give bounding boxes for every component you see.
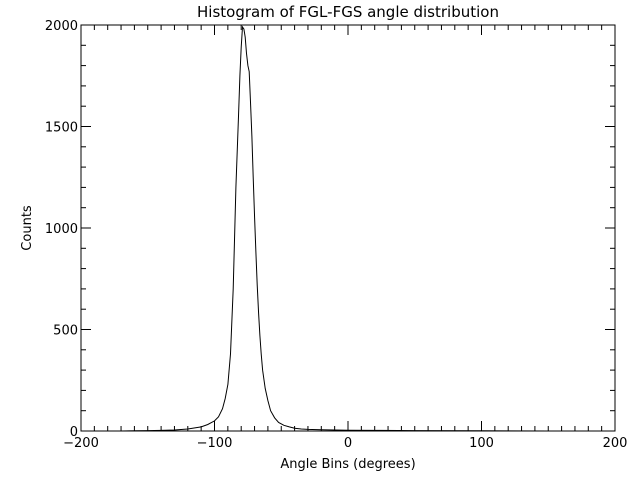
y-tick-label: 0 [70,425,78,440]
x-tick-label: 0 [344,436,352,451]
chart-title: Histogram of FGL-FGS angle distribution [197,3,499,21]
y-tick-label: 1000 [45,222,78,237]
histogram-line [107,25,615,432]
x-tick-label: −100 [197,436,233,451]
x-tick-label: 100 [469,436,494,451]
x-axis-label: Angle Bins (degrees) [280,457,415,472]
x-tick-label: 200 [603,436,628,451]
plot-frame [80,24,616,432]
y-tick-label: 500 [53,324,78,339]
y-tick-label: 2000 [45,19,78,34]
x-tick-label: −200 [63,436,99,451]
y-axis-label: Counts [20,205,35,251]
y-tick-label: 1500 [45,121,78,136]
axis-ticks [80,24,616,432]
plot-area [80,24,616,432]
